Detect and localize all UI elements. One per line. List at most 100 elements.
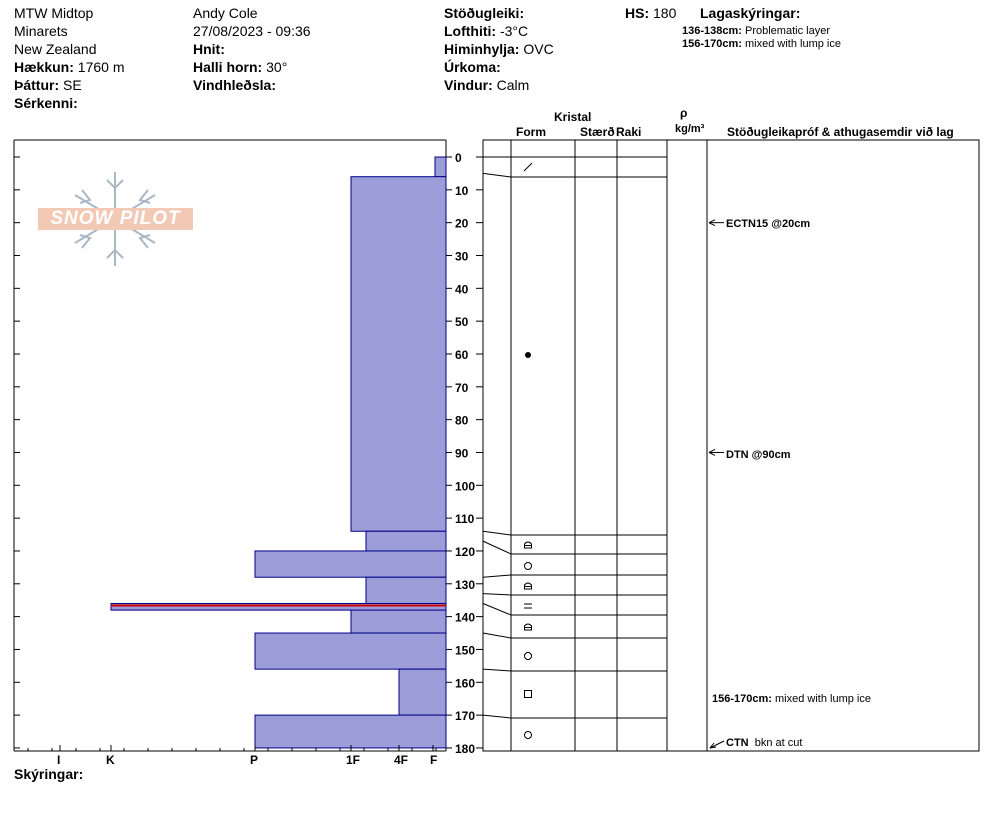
layer-connector (482, 172, 512, 178)
sky-row: Himinhylja: OVC (444, 41, 554, 57)
layer-connector (482, 668, 512, 672)
snow-layer-bar (365, 576, 447, 604)
precip-label: Úrkoma: (444, 59, 501, 75)
depth-tick-label: 150 (455, 643, 475, 657)
layer-comment-text: mixed with lump ice (775, 693, 871, 705)
test-arrow-head (708, 449, 716, 456)
layer-comment: 156-170cm: mixed with lump ice (712, 693, 871, 705)
depth-tick-label: 80 (455, 414, 469, 428)
depth-tick-label: 180 (455, 742, 475, 756)
slope-value: 30° (266, 59, 288, 75)
wind-value: Calm (496, 77, 530, 93)
depth-tick-label: 70 (455, 381, 469, 395)
depth-tick-label: 50 (455, 315, 469, 329)
legend-title: Lagaskýringar: (700, 5, 801, 21)
snow-layer-bar (398, 668, 447, 716)
snow-layer-bar (350, 609, 447, 634)
area-name: Minarets (14, 23, 68, 39)
wind-loading-label: Vindhleðsla: (193, 77, 276, 93)
depth-tick-label: 160 (455, 676, 475, 690)
layer-comment-range: 156-170cm: (712, 693, 772, 705)
hs-value: 180 (653, 5, 677, 21)
wind-row: Vindur: Calm (444, 77, 529, 93)
elevation-row: Hækkun: 1760 m (14, 59, 125, 75)
density-unit: kg/m³ (675, 123, 705, 135)
grain-form-symbol (525, 352, 531, 358)
density-symbol: ρ (680, 106, 688, 120)
elevation-value: 1760 m (77, 59, 125, 75)
observer-name: Andy Cole (193, 5, 258, 21)
logo-text: SNOW PILOT (38, 208, 193, 230)
depth-tick-label: 40 (455, 282, 469, 296)
grain-form-symbol (524, 731, 532, 739)
aspect-label: Þáttur: (14, 77, 60, 93)
layer-connector (482, 530, 512, 536)
air-temp-value: -3°C (499, 23, 529, 39)
sky-value: OVC (523, 41, 554, 57)
layer-connector (482, 632, 512, 639)
layer-connector (482, 540, 512, 555)
layer-connector (482, 574, 512, 578)
coords-label: Hnit: (193, 41, 225, 57)
tests-header: Stöðugleikapróf & athugasemdir við lag (727, 125, 954, 139)
air-temp-row: Lofthiti: -3°C (444, 23, 528, 39)
layer-connector (482, 714, 512, 719)
aspect-value: SE (63, 77, 82, 93)
test-note: bkn at cut (754, 737, 803, 749)
grain-form-symbol (524, 690, 532, 698)
test-arrow (709, 740, 725, 749)
slope-row: Halli horn: 30° (193, 59, 287, 75)
snow-layer-bar (254, 550, 447, 578)
hs-label: HS: (625, 5, 650, 21)
grain-form-symbol (524, 652, 532, 660)
snow-layer-bar (434, 156, 447, 178)
form-header: Form (516, 125, 546, 139)
grain-form-symbol (524, 582, 532, 590)
layer-connector (482, 593, 512, 596)
depth-tick-label: 90 (455, 446, 469, 460)
country-name: New Zealand (14, 41, 97, 57)
profile-table-frame (482, 139, 980, 752)
wind-label: Vindur: (444, 77, 493, 93)
size-header: Stærð (580, 125, 615, 139)
crystal-header: Kristal (554, 110, 592, 124)
grain-form-symbol (524, 623, 532, 631)
legend-range: 156-170cm: (682, 38, 742, 50)
stability-label: Stöðugleiki: (444, 5, 525, 21)
problem-layer-bar (110, 602, 447, 611)
depth-tick-label: 140 (455, 611, 475, 625)
hardness-tick-label: K (106, 753, 115, 767)
snowpilot-logo: SNOW PILOT (38, 170, 198, 270)
air-temp-label: Lofthiti: (444, 23, 497, 39)
slope-label: Halli horn: (193, 59, 263, 75)
grain-form-symbol (524, 541, 532, 549)
depth-tick-label: 110 (455, 512, 475, 526)
snow-layer-bar (254, 714, 447, 749)
aspect-row: Þáttur: SE (14, 77, 82, 93)
test-arrow-head (709, 742, 717, 749)
legend-text: mixed with lump ice (745, 38, 841, 50)
depth-tick-label: 100 (455, 479, 475, 493)
hardness-tick-label: 4F (394, 753, 409, 767)
depth-tick-label: 170 (455, 709, 475, 723)
test-label: DTN @90cm (726, 449, 791, 461)
location-name: MTW Midtop (14, 5, 94, 21)
grain-form-symbol (524, 562, 532, 570)
hardness-tick-label: F (430, 753, 438, 767)
observation-datetime: 27/08/2023 - 09:36 (193, 23, 311, 39)
depth-tick-label: 10 (455, 184, 469, 198)
legend-range: 136-138cm: (682, 25, 742, 37)
notes-label: Skýringar: (14, 766, 84, 782)
depth-tick-label: 0 (455, 151, 462, 165)
depth-tick-label: 120 (455, 545, 475, 559)
hardness-tick-label: I (57, 753, 61, 767)
test-label: CTN bkn at cut (726, 737, 802, 749)
test-arrow-head (708, 219, 716, 227)
elevation-label: Hækkun: (14, 59, 74, 75)
snow-layer-bar (365, 530, 447, 552)
snow-layer-bar (350, 176, 447, 532)
depth-tick-label: 20 (455, 217, 469, 231)
legend-item: 156-170cm: mixed with lump ice (682, 38, 841, 50)
depth-tick-label: 130 (455, 578, 475, 592)
sky-label: Himinhylja: (444, 41, 520, 57)
